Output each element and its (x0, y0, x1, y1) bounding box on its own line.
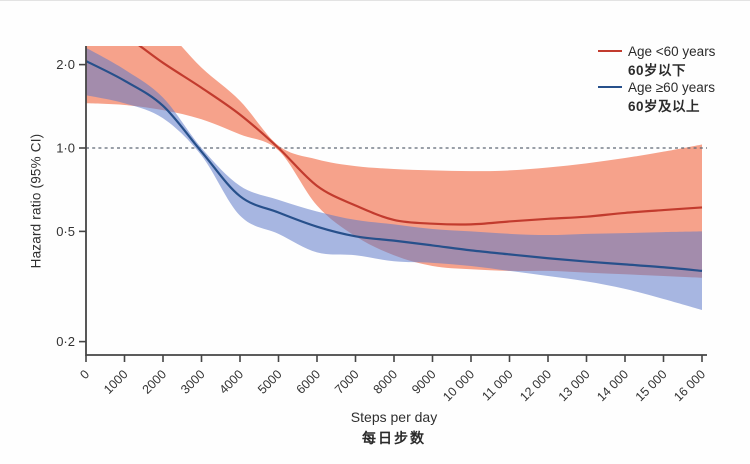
legend-item-age-gte60-zh: 60岁及以上 (598, 96, 715, 114)
x-tick-label: 7000 (332, 367, 362, 397)
x-axis-title-zh: 每日步数 (362, 430, 426, 446)
legend-label-age-lt60-en: Age <60 years (628, 43, 716, 59)
x-axis-title-en: Steps per day (350, 409, 438, 425)
legend-item-age-lt60: Age <60 years (598, 42, 715, 60)
y-tick-label: 0·5 (56, 224, 75, 239)
legend-item-age-gte60: Age ≥60 years (598, 78, 715, 96)
line-age-lt60 (138, 46, 703, 226)
x-tick-label: 8000 (371, 367, 401, 397)
plot-area (86, 46, 707, 311)
x-tick-label: 16 000 (671, 367, 708, 404)
x-tick-label: 9000 (409, 367, 439, 397)
x-tick-label: 10 000 (440, 367, 477, 404)
legend-label-age-gte60-en: Age ≥60 years (628, 79, 715, 95)
ci-band-age-gte60 (86, 47, 702, 311)
legend-label-age-lt60-zh: 60岁以下 (628, 63, 687, 78)
y-axis-title: Hazard ratio (95% CI) (28, 133, 44, 269)
line-age-gte60 (86, 60, 703, 272)
x-tick-label: 1000 (101, 367, 131, 397)
x-tick-label: 3000 (178, 367, 208, 397)
x-tick-label: 0 (77, 367, 92, 382)
y-tick-label: 1·0 (56, 141, 75, 156)
legend-swatch-age-gte60-icon (598, 86, 622, 88)
x-tick-label: 6000 (294, 367, 324, 397)
legend-item-age-lt60-zh: 60岁以下 (598, 60, 715, 78)
x-tick-label: 11 000 (479, 367, 515, 403)
x-tick-label: 2000 (140, 367, 170, 397)
x-tick-label: 4000 (217, 367, 247, 397)
legend: Age <60 years 60岁以下 Age ≥60 years 60岁及以上 (598, 42, 715, 114)
legend-swatch-age-lt60-icon (598, 50, 622, 52)
x-tick-label: 5000 (255, 367, 285, 397)
x-tick-label: 15 000 (633, 367, 670, 404)
y-tick-label: 0·2 (56, 334, 75, 349)
x-tick-label: 12 000 (517, 367, 554, 404)
y-tick-label: 2·0 (56, 57, 75, 72)
legend-label-age-gte60-zh: 60岁及以上 (628, 99, 701, 114)
x-tick-label: 14 000 (594, 367, 631, 404)
x-tick-label: 13 000 (556, 367, 593, 404)
